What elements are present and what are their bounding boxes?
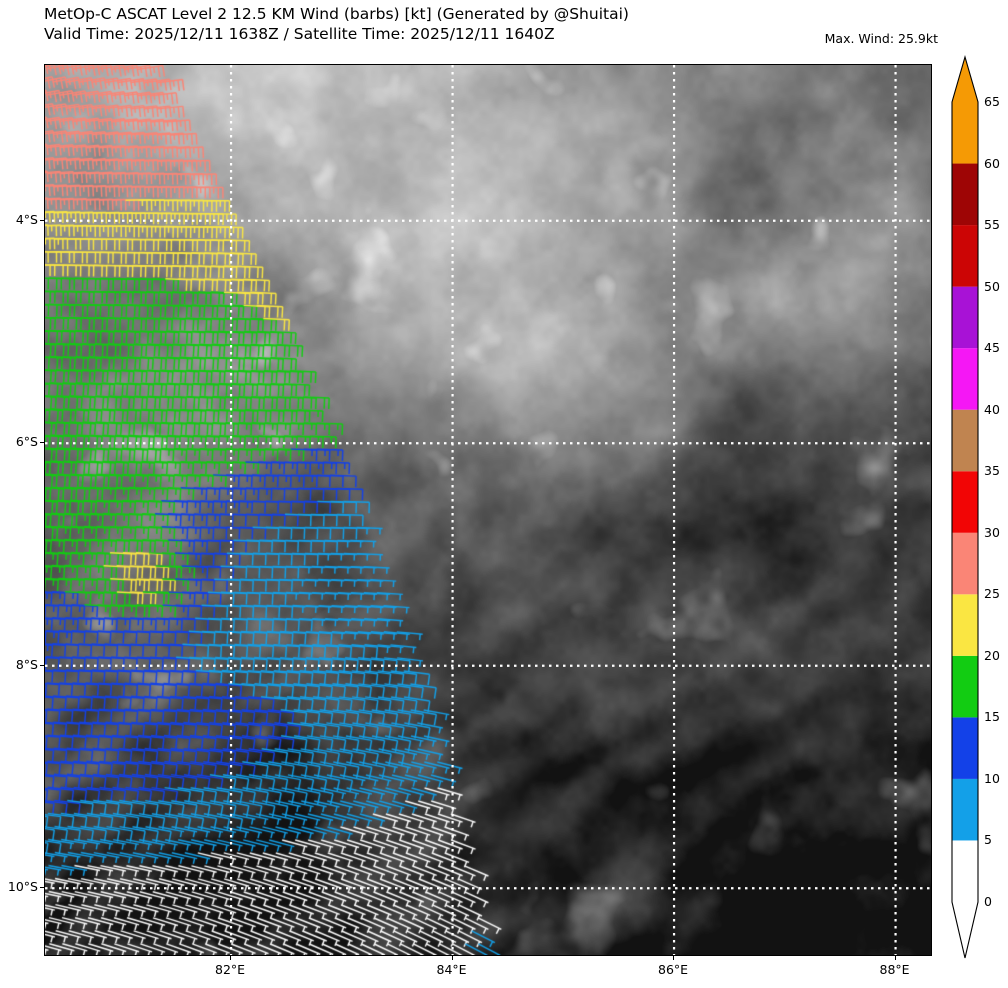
- colorbar-tick-30: 30: [984, 524, 1000, 540]
- satellite-map-plot: [44, 64, 932, 956]
- colorbar-tick-15: 15: [984, 709, 1000, 725]
- colorbar-tick-0: 0: [984, 894, 992, 909]
- colorbar-tick-50: 50: [984, 278, 1000, 294]
- page-title: MetOp-C ASCAT Level 2 12.5 KM Wind (barb…: [44, 4, 629, 44]
- wind-speed-colorbar: [950, 55, 980, 960]
- x-axis-label: 84°E: [436, 962, 467, 977]
- x-tick-mark: [673, 956, 675, 960]
- colorbar-tick-60: 60: [984, 155, 1000, 171]
- y-axis-label: 4°S: [15, 211, 38, 227]
- colorbar-tick-20: 20: [984, 647, 1000, 663]
- x-axis-label: 88°E: [879, 962, 910, 977]
- colorbar-tick-45: 45: [984, 340, 1000, 356]
- x-tick-mark: [230, 956, 232, 960]
- colorbar-tick-35: 35: [984, 463, 1000, 479]
- x-axis-label: 86°E: [658, 962, 689, 977]
- colorbar-tick-25: 25: [984, 586, 1000, 602]
- y-axis-label: 10°S: [7, 879, 38, 895]
- title-line-1: MetOp-C ASCAT Level 2 12.5 KM Wind (barb…: [44, 5, 629, 23]
- colorbar-tick-40: 40: [984, 401, 1000, 417]
- y-tick-mark: [40, 442, 44, 444]
- colorbar-tick-10: 10: [984, 770, 1000, 786]
- colorbar-tick-65: 65: [984, 94, 1000, 109]
- y-tick-mark: [40, 219, 44, 221]
- x-tick-mark: [451, 956, 453, 960]
- y-tick-mark: [40, 887, 44, 889]
- colorbar-tick-55: 55: [984, 217, 1000, 233]
- x-tick-mark: [894, 956, 896, 960]
- y-axis-label: 6°S: [15, 434, 38, 450]
- y-axis-label: 8°S: [15, 656, 38, 672]
- title-line-2: Valid Time: 2025/12/11 1638Z / Satellite…: [44, 25, 555, 43]
- colorbar-tick-5: 5: [984, 832, 992, 848]
- x-axis-label: 82°E: [215, 962, 246, 977]
- colorbar-tick-labels: 0 5 10 15 20 25 30 35 40 45 50 55 60 65: [984, 55, 1008, 960]
- y-tick-mark: [40, 664, 44, 666]
- wind-barb-layer: [45, 65, 931, 955]
- max-wind-label: Max. Wind: 25.9kt: [824, 31, 938, 46]
